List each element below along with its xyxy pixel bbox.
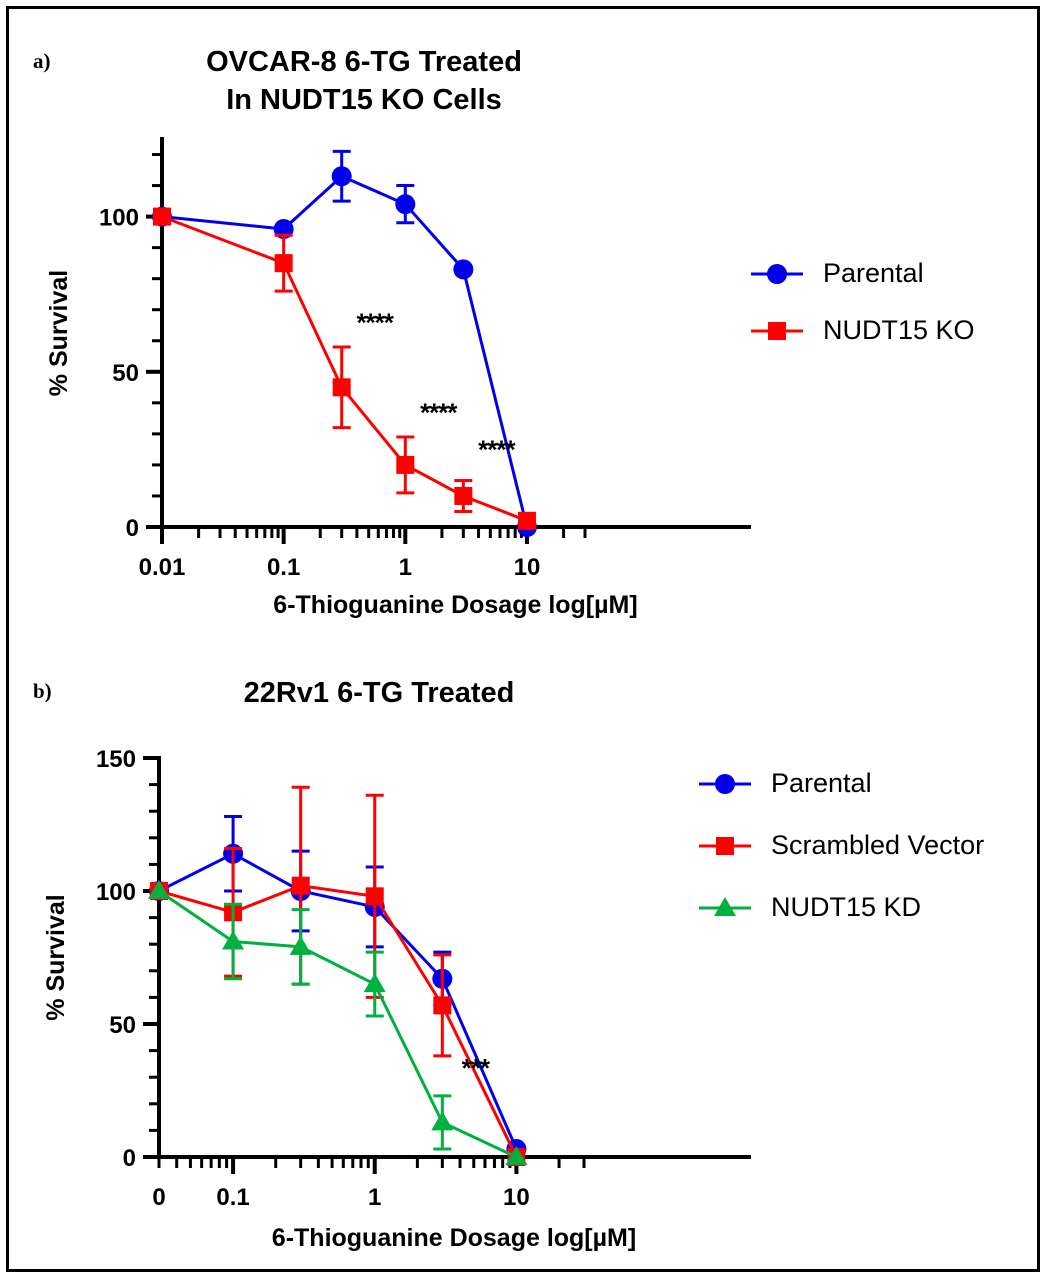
chart-title-line2: In NUDT15 KO Cells: [226, 84, 502, 116]
series-nudt15-kd: [148, 880, 528, 1165]
y-tick-label: 50: [112, 360, 139, 387]
x-tick-label: 10: [514, 554, 541, 581]
panel-a: a) OVCAR-8 6-TG Treated In NUDT15 KO Cell…: [9, 9, 1037, 639]
y-tick-label: 100: [99, 205, 139, 232]
legend-label: NUDT15 KD: [771, 892, 921, 922]
series-nudt15-ko: [153, 207, 536, 530]
data-point-square: [291, 876, 310, 895]
data-point-triangle: [363, 973, 386, 993]
data-point-square: [433, 996, 452, 1015]
series-line: [158, 852, 518, 1150]
chart-panel-a: OVCAR-8 6-TG Treated In NUDT15 KO Cells 0 5…: [45, 46, 975, 619]
chart-title-line1: 22Rv1 6-TG Treated: [244, 677, 515, 709]
data-point-square: [153, 207, 171, 226]
panel-a-letter: a): [33, 49, 51, 73]
y-axis-ticks: [146, 153, 162, 529]
x-tick-label: 0.1: [216, 1184, 249, 1211]
y-tick-label: 50: [109, 1012, 136, 1039]
legend-item-parental[interactable]: Parental: [751, 258, 924, 288]
series-parental: [152, 149, 537, 537]
data-point-circle: [331, 166, 352, 187]
x-tick-label: 1: [399, 554, 412, 581]
x-axis-title: 6-Thioguanine Dosage log[µM]: [272, 1224, 636, 1252]
y-tick-label: 150: [96, 746, 136, 773]
data-point-triangle: [148, 880, 170, 899]
data-point-circle: [395, 194, 416, 215]
legend-item-nudt15-ko[interactable]: NUDT15 KO: [751, 315, 975, 345]
series-scrambled-vector: [150, 785, 526, 1166]
series-line: [161, 215, 528, 523]
legend-label: Parental: [823, 258, 924, 288]
x-axis-ticks: [157, 1157, 586, 1174]
x-tick-label: 0.01: [139, 554, 186, 581]
series-line: [158, 884, 518, 1158]
legend-marker-triangle: [714, 897, 736, 916]
legend: Parental NUDT15 KO: [751, 258, 975, 345]
data-point-square: [396, 455, 415, 474]
data-point-square: [517, 511, 536, 530]
chart-title-line1: OVCAR-8 6-TG Treated: [206, 46, 522, 78]
data-point-square: [365, 887, 384, 906]
significance-marker: ****: [420, 397, 458, 427]
y-tick-label: 0: [123, 1145, 136, 1172]
series-parental: [149, 815, 527, 1160]
data-point-square: [332, 378, 351, 397]
legend-item-parental[interactable]: Parental: [699, 768, 872, 798]
x-axis-title: 6-Thioguanine Dosage log[µM]: [273, 591, 637, 619]
data-point-triangle: [289, 935, 312, 955]
y-axis-ticks: [143, 756, 159, 1159]
x-tick-label: 1: [368, 1184, 381, 1211]
legend-item-nudt15-kd[interactable]: NUDT15 KD: [699, 892, 921, 922]
data-point-triangle: [222, 930, 245, 950]
panel-b-letter: b): [33, 679, 52, 703]
x-tick-label: 0: [152, 1184, 165, 1211]
legend-marker-circle: [767, 264, 787, 284]
legend-marker-circle: [715, 774, 735, 794]
data-point-triangle: [431, 1111, 454, 1131]
legend-label: NUDT15 KO: [823, 315, 975, 345]
figure-frame: a) OVCAR-8 6-TG Treated In NUDT15 KO Cell…: [6, 6, 1040, 1272]
y-tick-label: 0: [126, 515, 139, 542]
significance-marker: ***: [462, 1053, 491, 1083]
series-line: [161, 174, 529, 528]
x-tick-label: 0.1: [267, 554, 300, 581]
series-line: [158, 889, 518, 1159]
significance-marker: ****: [356, 307, 394, 337]
data-point-square: [274, 254, 293, 273]
legend-label: Scrambled Vector: [771, 830, 984, 860]
legend: Parental Scrambled Vector NUDT15 KD: [699, 768, 984, 922]
y-tick-label: 100: [96, 879, 136, 906]
data-point-square: [454, 486, 473, 505]
x-axis-ticks: [160, 527, 587, 544]
legend-item-scrambled-vector[interactable]: Scrambled Vector: [699, 830, 984, 860]
y-axis-title: % Survival: [45, 270, 73, 396]
panel-b: b) 22Rv1 6-TG Treated 0 50 100 150 0 0.1 1 10 6-T…: [9, 639, 1037, 1269]
legend-marker-square: [716, 837, 734, 855]
chart-panel-b: 22Rv1 6-TG Treated 0 50 100 150 0 0.1 1 10 6-Thio…: [42, 677, 984, 1252]
data-point-circle: [453, 259, 474, 280]
data-point-triangle: [505, 1146, 528, 1165]
y-axis-title: % Survival: [42, 894, 70, 1020]
legend-label: Parental: [771, 768, 872, 798]
x-tick-label: 10: [503, 1184, 530, 1211]
significance-marker: ****: [478, 435, 516, 465]
legend-marker-square: [768, 322, 786, 340]
